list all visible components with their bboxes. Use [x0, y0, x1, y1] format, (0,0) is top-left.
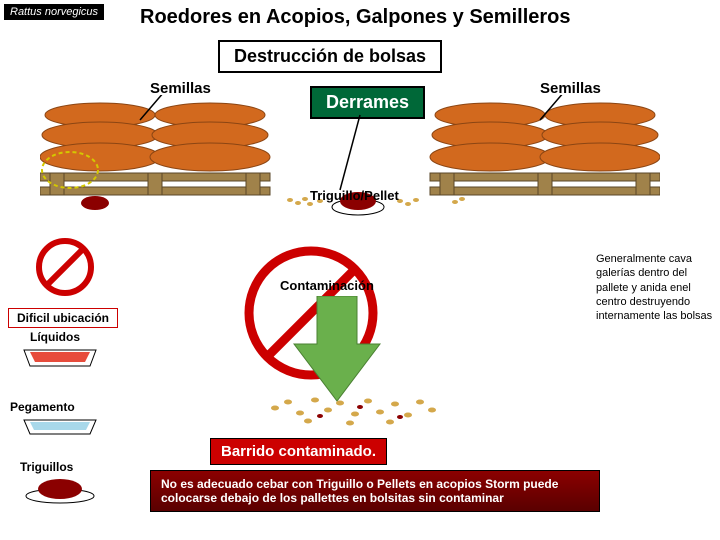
liquidos-label: Líquidos [30, 330, 80, 344]
bottom-note: No es adecuado cebar con Triguillo o Pel… [150, 470, 600, 512]
side-note: Generalmente cava galerías dentro del pa… [596, 252, 718, 323]
triguillos-label: Triguillos [20, 460, 73, 474]
pegamento-label: Pegamento [10, 400, 75, 414]
liquid-tray-icon [20, 346, 100, 370]
triguillo-pile-icon [20, 476, 100, 504]
glue-tray-icon [20, 416, 100, 438]
prohibit-icon-left [30, 232, 100, 302]
dificil-label: Dificil ubicación [8, 308, 118, 328]
contamination-label: Contaminación [280, 278, 374, 293]
barrido-bar: Barrido contaminado. [210, 438, 387, 465]
destruction-box: Destrucción de bolsas [218, 40, 442, 73]
triguillo-label: Triguillo/Pellet [310, 188, 399, 203]
seeds-scatter [260, 388, 450, 433]
species-label: Rattus norvegicus [4, 4, 104, 20]
pallets-scene [40, 95, 660, 235]
page-title: Roedores en Acopios, Galpones y Semiller… [140, 6, 571, 29]
